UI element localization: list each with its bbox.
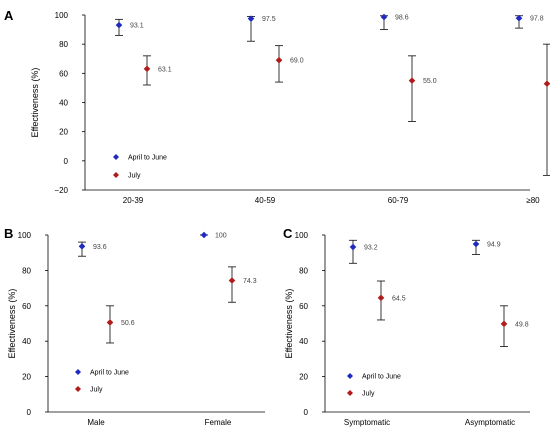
y-tick-label: 80 <box>22 266 31 275</box>
panel-letter: A <box>4 8 14 23</box>
legend-marker <box>113 172 119 178</box>
data-label: 55.0 <box>423 78 437 85</box>
y-tick-label: −20 <box>54 186 68 195</box>
data-label: 94.9 <box>487 242 501 249</box>
legend-label: April to June <box>128 155 167 162</box>
data-label: 100 <box>215 233 227 240</box>
data-label: 97.8 <box>530 16 544 23</box>
data-label: 97.5 <box>262 16 276 23</box>
data-label: 93.2 <box>364 245 378 252</box>
data-point <box>106 319 114 326</box>
data-label: 74.3 <box>243 278 257 285</box>
x-tick-label: Female <box>205 418 232 427</box>
y-tick-label: 40 <box>59 99 68 108</box>
data-point <box>78 243 86 250</box>
y-tick-label: 0 <box>304 408 309 417</box>
y-tick-label: 80 <box>59 40 68 49</box>
x-tick-label: ≥80 <box>526 196 540 205</box>
panel-letter: C <box>283 226 293 241</box>
data-point <box>500 320 508 328</box>
x-tick-label: 20-39 <box>123 196 144 205</box>
x-tick-label: 40-59 <box>255 196 276 205</box>
y-tick-label: 0 <box>64 157 69 166</box>
chart-panel-a: A −20 0 20 40 60 80 100 20-39 40-59 60-79 ≥80 Effect… <box>4 8 550 205</box>
data-label: 63.1 <box>158 66 172 73</box>
x-tick-label: Asymptomatic <box>465 418 515 427</box>
y-tick-label: 60 <box>59 69 68 78</box>
data-label: 64.5 <box>392 295 406 302</box>
y-tick-label: 100 <box>295 231 309 240</box>
y-tick-label: 60 <box>299 302 308 311</box>
legend-label: July <box>90 387 103 394</box>
data-label: 98.6 <box>395 15 409 22</box>
x-tick-label: 60-79 <box>388 196 409 205</box>
y-tick-label: 20 <box>59 128 68 137</box>
data-point <box>115 21 123 29</box>
data-label: 93.1 <box>130 23 144 30</box>
y-tick-label: 20 <box>22 373 31 382</box>
data-point <box>247 15 255 22</box>
y-axis-label: Effectiveness (%) <box>7 289 17 359</box>
y-tick-label: 20 <box>299 373 308 382</box>
legend-label: April to June <box>90 370 129 377</box>
legend-label: July <box>128 173 141 180</box>
data-label: 50.6 <box>121 320 135 327</box>
data-point <box>143 65 151 73</box>
x-tick-label: Male <box>87 418 105 427</box>
y-tick-label: 100 <box>55 11 69 20</box>
data-label: 49.8 <box>515 321 529 328</box>
chart-panel-b: B 0 20 40 60 80 100 Male Female Effectiveness (%)… <box>4 226 265 427</box>
legend-marker <box>347 373 353 379</box>
data-point <box>200 231 208 239</box>
data-point <box>472 240 480 248</box>
legend-marker <box>75 386 81 392</box>
data-label: 69.0 <box>290 58 304 65</box>
y-tick-label: 40 <box>22 337 31 346</box>
legend-marker <box>113 154 119 160</box>
y-tick-label: 80 <box>299 266 308 275</box>
data-point <box>515 14 523 22</box>
y-tick-label: 100 <box>18 231 32 240</box>
data-point <box>380 13 388 21</box>
legend-marker <box>347 390 353 396</box>
data-label: 93.6 <box>93 244 107 251</box>
data-point <box>228 277 236 284</box>
y-tick-label: 0 <box>27 408 32 417</box>
y-axis-label: Effectiveness (%) <box>284 289 294 359</box>
legend-label: July <box>362 391 375 398</box>
panel-letter: B <box>4 226 13 241</box>
y-tick-label: 40 <box>299 337 308 346</box>
data-point <box>408 77 416 84</box>
data-point <box>349 243 357 251</box>
y-axis-label: Effectiveness (%) <box>30 68 40 138</box>
legend-label: April to June <box>362 374 401 381</box>
data-point <box>275 56 283 64</box>
legend-marker <box>75 369 81 375</box>
data-point <box>543 80 550 87</box>
y-tick-label: 60 <box>22 302 31 311</box>
data-point <box>377 294 385 302</box>
chart-panel-c: C 0 20 40 60 80 100 Symptomatic Asymptomatic Effe… <box>283 226 530 427</box>
x-tick-label: Symptomatic <box>344 418 390 427</box>
